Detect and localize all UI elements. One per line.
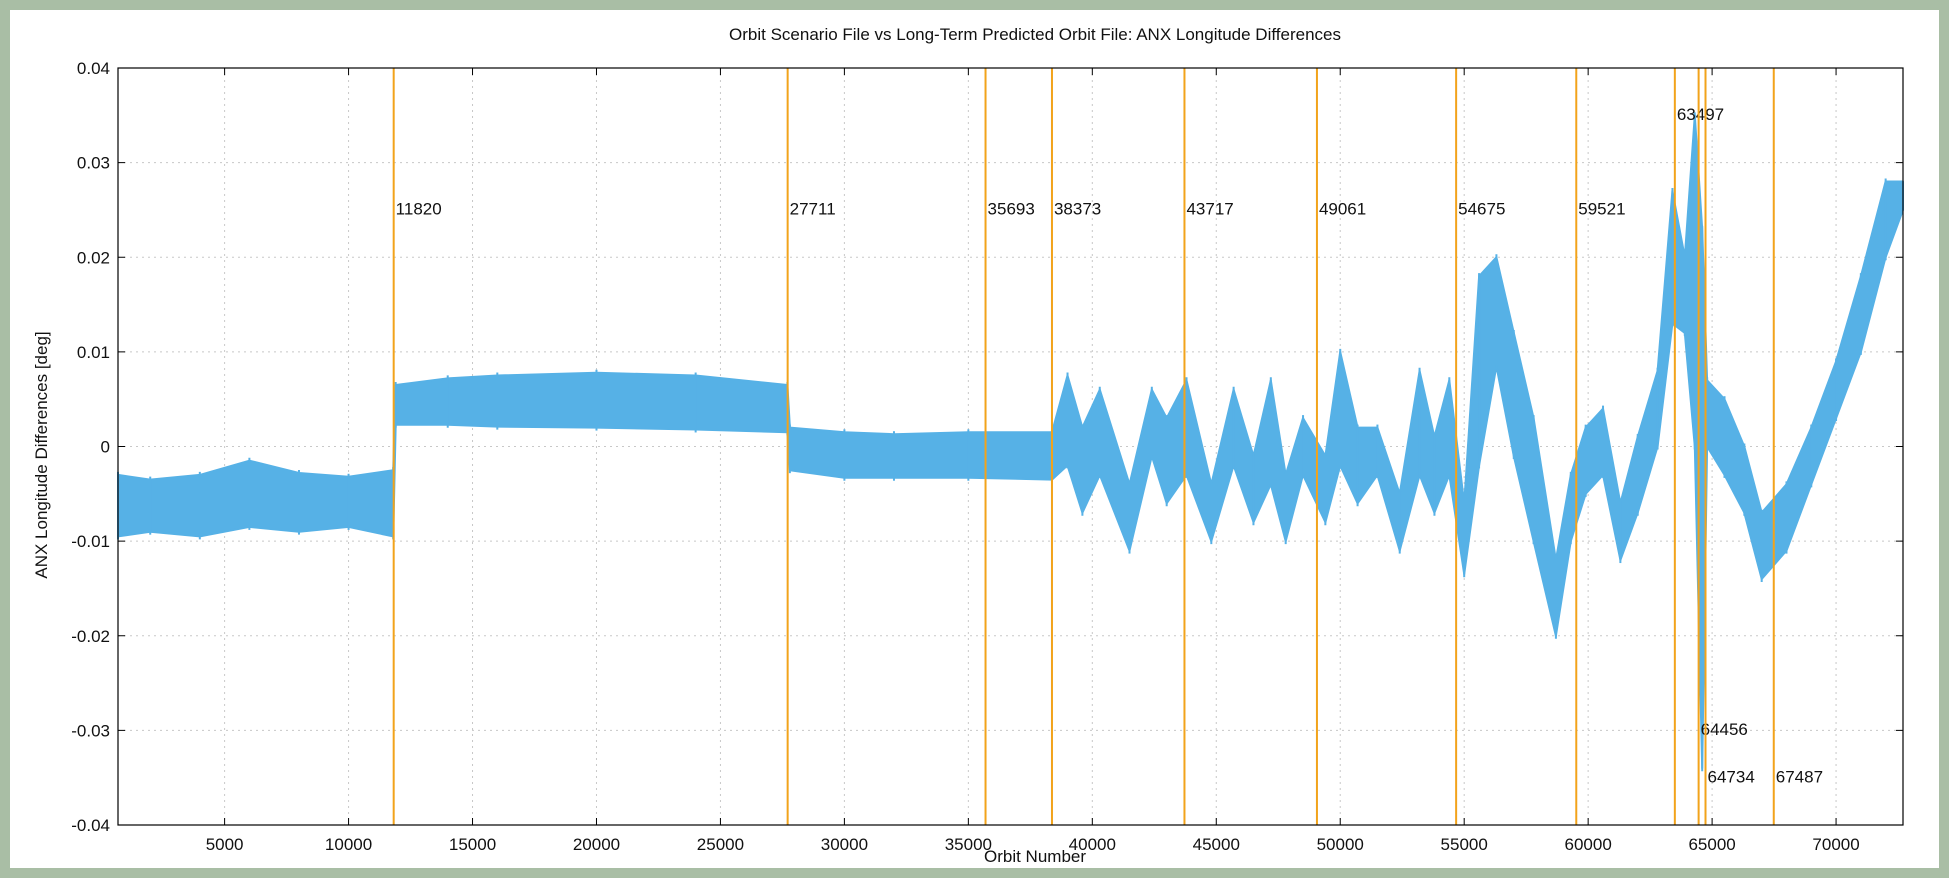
event-label-10: 64734 — [1708, 767, 1755, 786]
y-tick-label-2: -0.02 — [71, 627, 110, 646]
x-tick-label-7: 40000 — [1069, 835, 1116, 854]
event-label-1: 27711 — [790, 200, 836, 219]
y-tick-label-4: 0 — [101, 438, 110, 457]
event-label-2: 35693 — [988, 200, 1035, 219]
x-tick-label-13: 70000 — [1812, 835, 1859, 854]
y-axis-label: ANX Longitude Differences [deg] — [32, 331, 51, 578]
y-tick-label-8: 0.04 — [77, 59, 110, 78]
event-label-5: 49061 — [1319, 200, 1366, 219]
x-tick-label-4: 25000 — [697, 835, 744, 854]
x-axis-label: Orbit Number — [984, 847, 1086, 866]
tick-labels: 5000 10000 15000 20000 25000 30000 35000 40000 4… — [71, 59, 1859, 854]
x-tick-label-9: 50000 — [1317, 835, 1364, 854]
y-tick-label-1: -0.03 — [71, 721, 110, 740]
x-tick-label-0: 5000 — [206, 835, 244, 854]
event-label-4: 43717 — [1186, 200, 1233, 219]
figure-frame: Orbit Scenario File vs Long-Term Predict… — [10, 10, 1939, 868]
event-label-3: 38373 — [1054, 200, 1101, 219]
event-label-11: 67487 — [1776, 767, 1823, 786]
x-tick-label-8: 45000 — [1193, 835, 1240, 854]
chart-title: Orbit Scenario File vs Long-Term Predict… — [729, 25, 1341, 44]
y-tick-label-6: 0.02 — [77, 248, 110, 267]
y-tick-label-7: 0.03 — [77, 154, 110, 173]
x-tick-label-6: 35000 — [945, 835, 992, 854]
event-label-9: 64456 — [1701, 720, 1748, 739]
y-tick-label-3: -0.01 — [71, 532, 110, 551]
x-tick-label-11: 60000 — [1565, 835, 1612, 854]
x-tick-label-5: 30000 — [821, 835, 868, 854]
x-tick-label-1: 10000 — [325, 835, 372, 854]
x-tick-label-10: 55000 — [1441, 835, 1488, 854]
event-label-7: 59521 — [1578, 200, 1625, 219]
y-tick-label-0: -0.04 — [71, 816, 110, 835]
anx-longitude-chart: Orbit Scenario File vs Long-Term Predict… — [32, 25, 1904, 866]
x-tick-label-3: 20000 — [573, 835, 620, 854]
event-lines: 11820 27711 35693 38373 43717 49061 54675 59521… — [392, 68, 1823, 825]
x-tick-label-12: 65000 — [1688, 835, 1735, 854]
event-label-6: 54675 — [1458, 200, 1505, 219]
event-label-0: 11820 — [396, 200, 442, 219]
y-tick-label-5: 0.01 — [77, 343, 110, 362]
event-label-8: 63497 — [1677, 105, 1724, 124]
x-tick-label-2: 15000 — [449, 835, 496, 854]
axes — [117, 67, 1904, 826]
